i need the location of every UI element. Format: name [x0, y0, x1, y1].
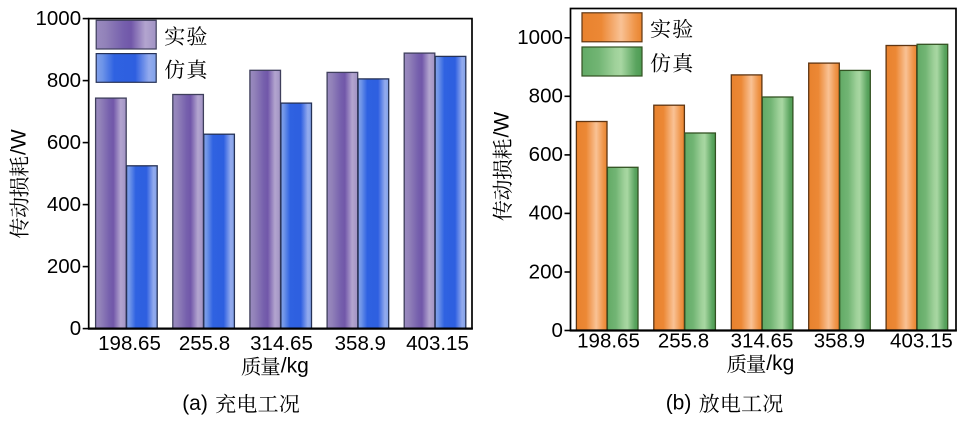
- svg-text:600: 600: [47, 131, 81, 154]
- svg-text:403.15: 403.15: [890, 330, 953, 353]
- svg-text:198.65: 198.65: [577, 330, 640, 353]
- svg-text:314.65: 314.65: [250, 332, 313, 355]
- svg-text:200: 200: [47, 255, 81, 278]
- svg-text:600: 600: [529, 143, 563, 166]
- svg-text:(a): (a): [182, 392, 208, 415]
- svg-text:/W: /W: [7, 129, 30, 155]
- svg-text:255.8: 255.8: [179, 332, 230, 355]
- svg-text:314.65: 314.65: [731, 330, 794, 353]
- svg-text:198.65: 198.65: [98, 332, 161, 355]
- svg-text:/W: /W: [491, 112, 514, 138]
- svg-text:1000: 1000: [517, 26, 563, 49]
- svg-text:255.8: 255.8: [658, 330, 709, 353]
- svg-text:800: 800: [47, 69, 81, 92]
- svg-text:/kg: /kg: [766, 352, 794, 375]
- svg-text:0: 0: [551, 319, 562, 342]
- svg-text:800: 800: [529, 85, 563, 108]
- svg-text:/kg: /kg: [281, 355, 309, 378]
- svg-text:400: 400: [47, 193, 81, 216]
- svg-text:403.15: 403.15: [406, 332, 469, 355]
- svg-text:358.9: 358.9: [335, 332, 386, 355]
- svg-text:(b): (b): [666, 392, 692, 415]
- svg-text:1000: 1000: [35, 7, 81, 30]
- svg-text:200: 200: [529, 260, 563, 283]
- svg-text:0: 0: [70, 317, 81, 340]
- svg-text:400: 400: [529, 202, 563, 225]
- svg-text:358.9: 358.9: [814, 330, 865, 353]
